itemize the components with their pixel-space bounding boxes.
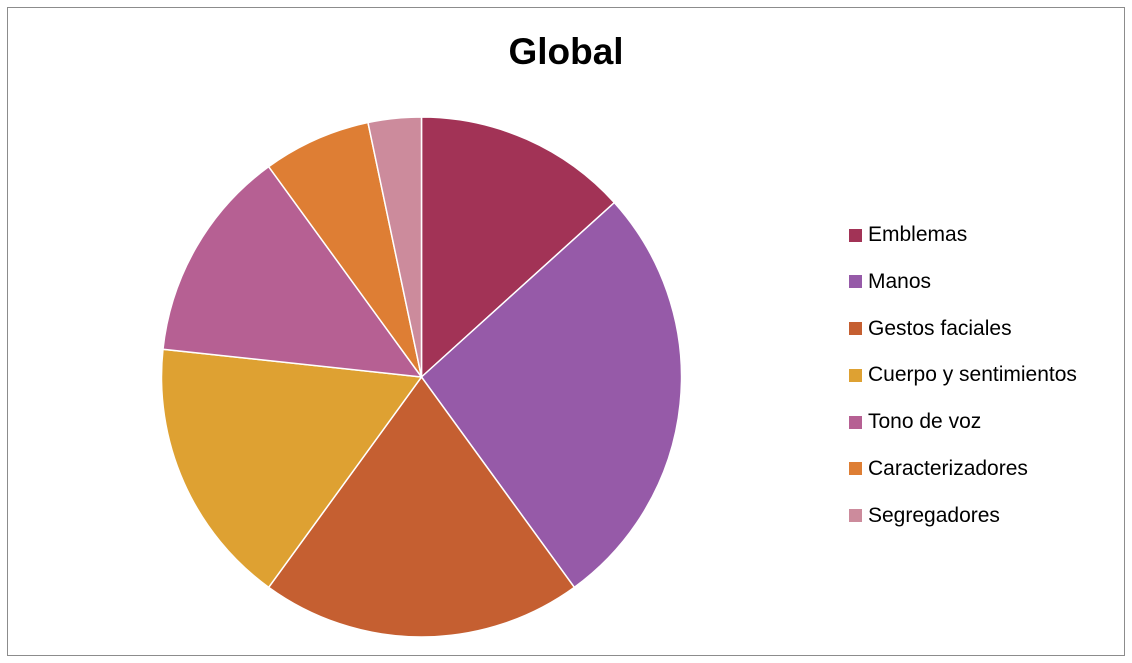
pie-slice-gestos-faciales	[267, 375, 576, 638]
legend-swatch	[849, 228, 862, 242]
pie-slice-segregadores	[367, 116, 423, 378]
legend-item-segregadores: Segregadores	[849, 500, 1119, 532]
legend-swatch	[849, 275, 862, 289]
legend-label: Gestos faciales	[868, 316, 1012, 340]
legend-item-emblemas: Emblemas	[849, 219, 1119, 251]
legend-item-gestos-faciales: Gestos faciales	[849, 313, 1119, 345]
legend-label: Emblemas	[868, 223, 968, 246]
chart-title: Global	[508, 31, 624, 72]
legend-label: Cuerpo y sentimientos	[868, 363, 1077, 387]
legend-label: Tono de voz	[868, 410, 982, 434]
legend-swatch	[849, 462, 862, 476]
legend-swatch	[849, 415, 862, 429]
legend-label: Caracterizadores	[868, 456, 1028, 480]
legend-swatch	[849, 368, 862, 382]
pie-slice-tono-de-voz	[162, 165, 424, 378]
legend-swatch	[849, 509, 862, 523]
pie-slices	[160, 116, 683, 638]
legend-item-caracterizadores: Caracterizadores	[849, 453, 1119, 485]
legend: Emblemas Manos Gestos faciales Cuerpo y sen…	[849, 219, 1119, 547]
legend-item-cuerpo-y-sentimientos: Cuerpo y sentimientos	[849, 359, 1119, 391]
pie-slice-cuerpo-y-sentimientos	[160, 348, 423, 589]
legend-label: Manos	[868, 269, 932, 293]
legend-item-tono-de-voz: Tono de voz	[849, 406, 1119, 438]
legend-item-manos: Manos	[849, 266, 1119, 298]
legend-label: Segregadores	[868, 503, 1000, 527]
legend-swatch	[849, 322, 862, 336]
pie-slice-emblemas	[420, 116, 616, 379]
pie-slice-manos	[420, 201, 683, 589]
pie-slice-caracterizadores	[267, 121, 423, 378]
